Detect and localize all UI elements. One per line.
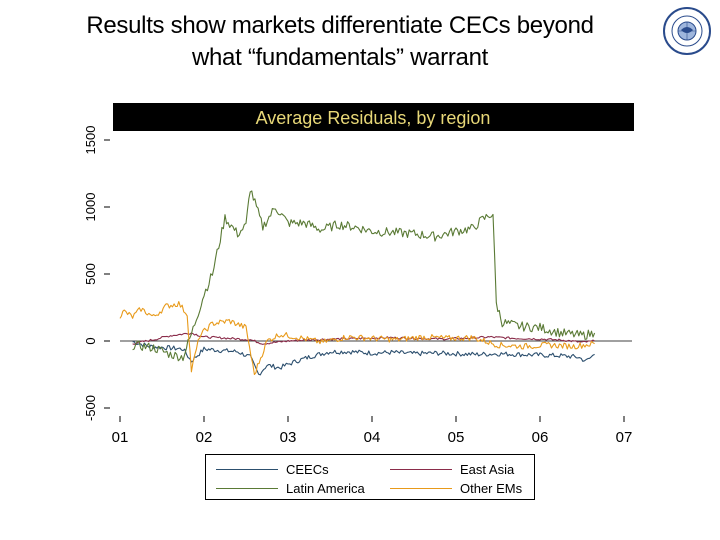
- slide-title-line-2: what “fundamentals” warrant: [191, 44, 489, 71]
- legend-item-latin-america: Latin America: [216, 479, 365, 497]
- chart-title-banner: [113, 103, 634, 131]
- x-tick-label: 02: [196, 429, 213, 446]
- x-tick-label: 04: [364, 429, 381, 446]
- x-tick-label: 07: [616, 429, 633, 446]
- x-tick-label: 01: [112, 429, 129, 446]
- chart-legend: CEECs East Asia Latin America Other EMs: [205, 454, 535, 500]
- series-line-ceecs: [132, 341, 595, 376]
- legend-item-other-ems: Other EMs: [390, 479, 522, 497]
- series-line-other-ems: [119, 301, 595, 376]
- x-tick-label: 03: [280, 429, 297, 446]
- legend-label-other-ems: Other EMs: [460, 480, 523, 496]
- x-tick-label: 06: [532, 429, 549, 446]
- legend-label-ceecs: CEECs: [286, 461, 329, 477]
- slide-title: Results show markets differentiate CECs …: [20, 10, 660, 74]
- legend-swatch-ceecs: [216, 468, 278, 470]
- legend-swatch-other-ems: [390, 487, 452, 489]
- y-tick-label: 1500: [83, 126, 98, 155]
- y-tick-label: 0: [83, 337, 98, 344]
- y-tick-label: 500: [83, 263, 98, 285]
- imf-seal-logo: [663, 7, 711, 55]
- slide-title-line-1: Results show markets differentiate CECs …: [86, 12, 594, 39]
- y-tick-label: -500: [83, 395, 98, 421]
- series-line-latin-america: [132, 190, 596, 362]
- x-tick-label: 05: [448, 429, 465, 446]
- chart-title: Average Residuals, by region: [256, 108, 491, 128]
- legend-label-latin-america: Latin America: [286, 480, 365, 496]
- legend-item-east-asia: East Asia: [390, 460, 514, 478]
- legend-swatch-east-asia: [390, 468, 452, 470]
- legend-swatch-latin-america: [216, 487, 278, 489]
- y-tick-label: 1000: [83, 193, 98, 222]
- legend-item-ceecs: CEECs: [216, 460, 329, 478]
- legend-label-east-asia: East Asia: [460, 461, 515, 477]
